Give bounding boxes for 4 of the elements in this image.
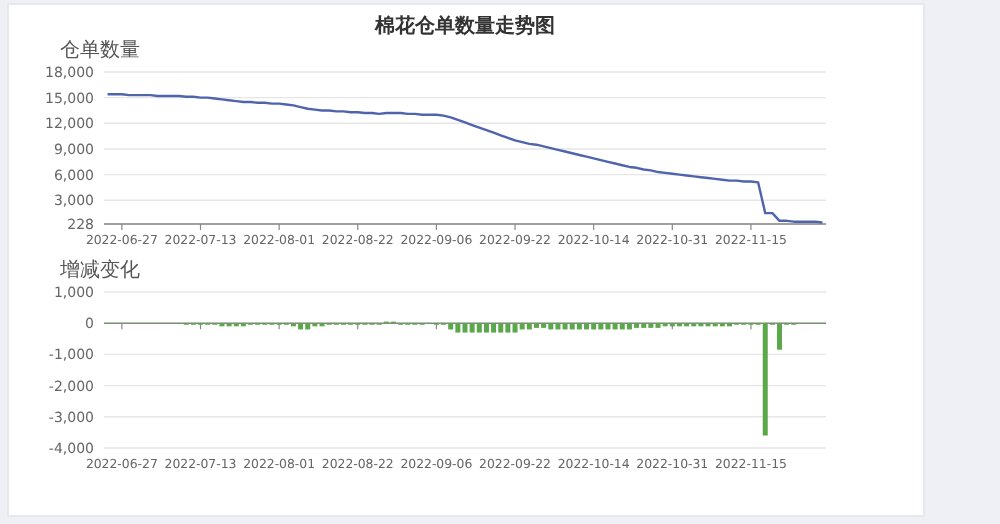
chart-title: 棉花仓单数量走势图 bbox=[373, 14, 555, 38]
y-axis-title: 增减变化 bbox=[58, 258, 140, 282]
y-axis-title: 仓单数量 bbox=[60, 38, 140, 62]
line-series bbox=[106, 93, 824, 224]
